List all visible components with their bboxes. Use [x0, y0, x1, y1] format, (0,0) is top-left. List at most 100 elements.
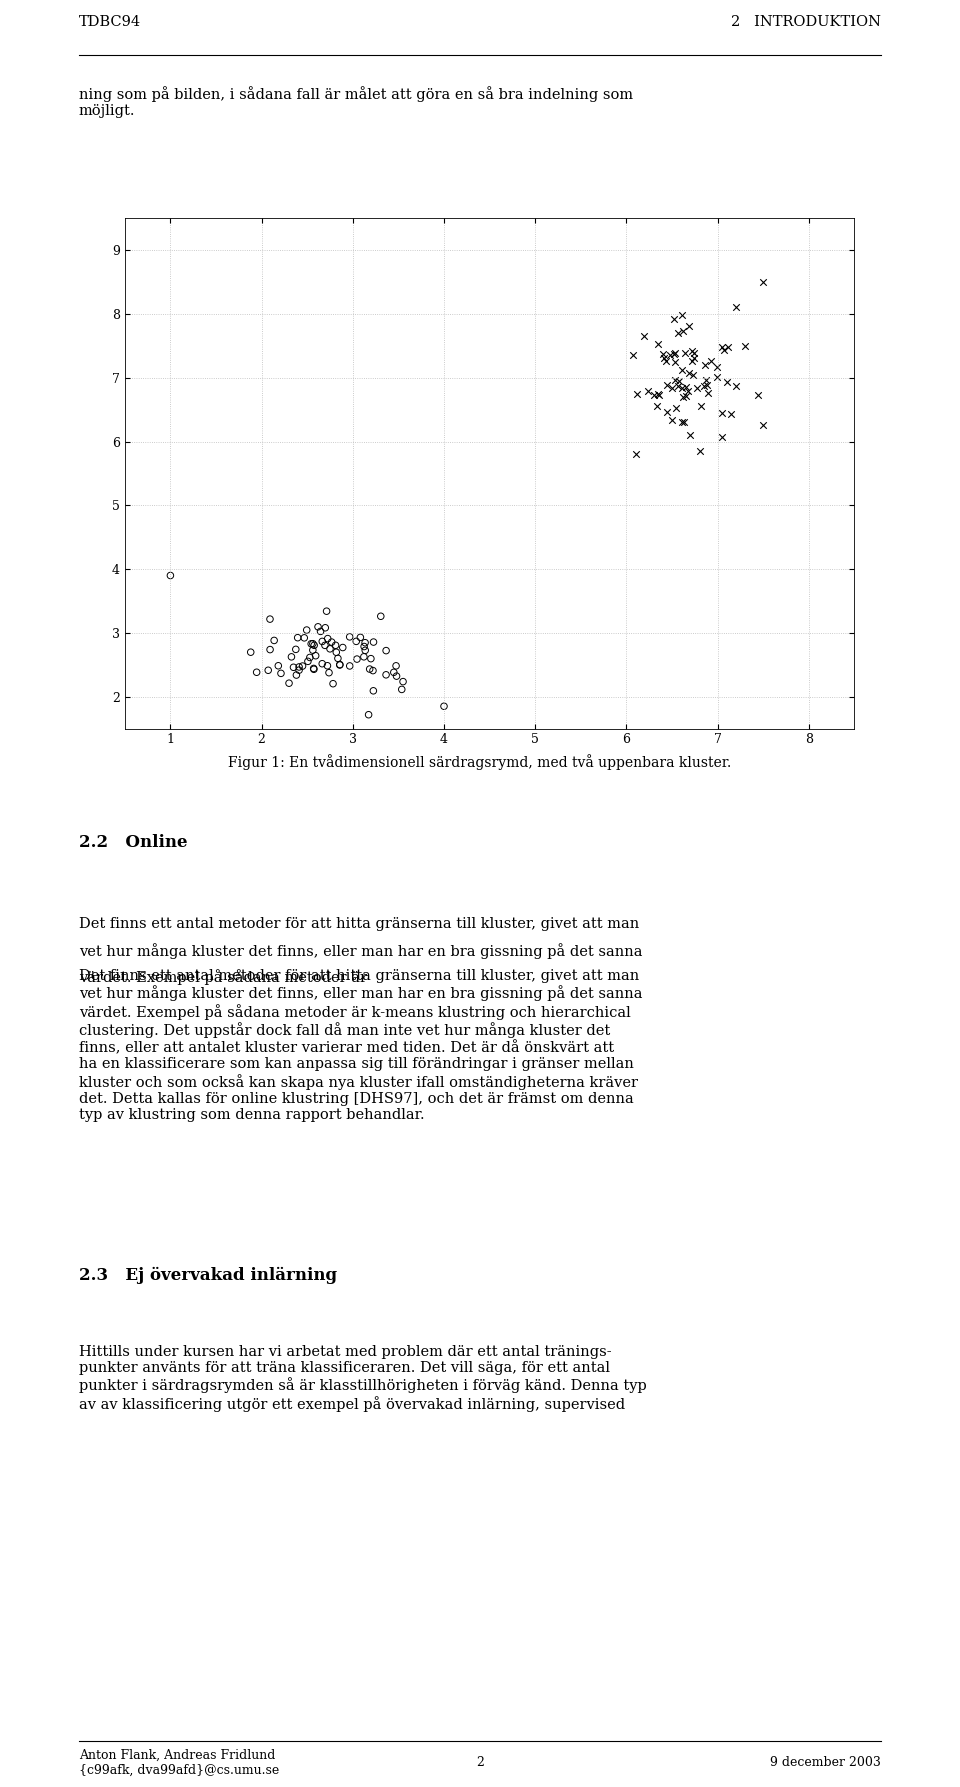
Point	[650, 331, 665, 359]
Point	[625, 340, 640, 368]
Point	[325, 670, 341, 699]
Point	[366, 627, 381, 656]
Point	[292, 652, 307, 681]
Point	[324, 627, 340, 656]
Point	[389, 652, 404, 681]
Point	[363, 645, 378, 674]
Point	[756, 411, 771, 440]
Point	[675, 300, 690, 329]
Point	[243, 638, 258, 667]
Point	[678, 372, 693, 400]
Point	[656, 340, 671, 368]
Point	[342, 652, 357, 681]
Point	[162, 561, 179, 590]
Point	[389, 661, 404, 690]
Point	[306, 654, 322, 683]
Point	[636, 322, 652, 350]
Point	[728, 293, 743, 322]
Point	[286, 652, 301, 681]
Point	[652, 381, 667, 409]
Point	[640, 377, 656, 406]
Point	[310, 613, 325, 642]
Point	[660, 370, 675, 399]
Point	[709, 352, 725, 381]
Point	[348, 627, 364, 656]
Point	[719, 368, 734, 397]
Point	[704, 347, 719, 375]
Point	[668, 393, 684, 422]
Point	[281, 668, 297, 697]
Point	[356, 643, 372, 672]
Point	[332, 650, 348, 679]
Point	[685, 361, 701, 390]
Point	[313, 617, 328, 645]
Point	[679, 382, 694, 411]
Point	[357, 629, 372, 658]
Point	[680, 377, 695, 406]
Point	[305, 636, 321, 665]
Point	[692, 438, 708, 466]
Text: värdet. Exempel på sådana metoder är: värdet. Exempel på sådana metoder är	[79, 969, 372, 985]
Point	[675, 407, 690, 436]
Point	[328, 638, 344, 667]
Point	[686, 343, 702, 372]
Point	[386, 658, 401, 686]
Point	[671, 366, 686, 395]
Text: vet hur många kluster det finns, eller man har en bra gissning på det sanna: vet hur många kluster det finns, eller m…	[79, 944, 642, 958]
Point	[667, 366, 683, 395]
Point	[271, 652, 286, 681]
Point	[670, 320, 685, 348]
Text: Det finns ett antal metoder för att hitta gränserna till kluster, givet att man: Det finns ett antal metoder för att hitt…	[79, 917, 639, 931]
Point	[723, 400, 738, 429]
Point	[647, 381, 662, 409]
Point	[686, 338, 702, 366]
Point	[628, 440, 643, 468]
Point	[396, 667, 411, 695]
Point	[656, 345, 671, 373]
Point	[662, 341, 678, 370]
Point	[249, 658, 264, 686]
Point	[299, 617, 314, 645]
Point	[342, 622, 357, 650]
Point	[317, 631, 332, 659]
Point	[300, 647, 316, 675]
Point	[356, 633, 372, 661]
Point	[262, 636, 277, 665]
Point	[676, 316, 691, 345]
Text: 9 december 2003: 9 december 2003	[771, 1757, 881, 1769]
Point	[267, 625, 282, 654]
Point	[274, 659, 289, 688]
Point	[328, 631, 344, 659]
Text: TDBC94: TDBC94	[79, 14, 141, 29]
Point	[378, 636, 394, 665]
Point	[677, 407, 692, 436]
Point	[675, 382, 690, 411]
Point	[352, 624, 368, 652]
Text: 2.3   Ej övervakad inlärning: 2.3 Ej övervakad inlärning	[79, 1267, 337, 1285]
Point	[373, 602, 389, 631]
Point	[660, 399, 675, 427]
Point	[699, 370, 714, 399]
Point	[716, 336, 732, 365]
Point	[729, 372, 744, 400]
Point	[682, 311, 697, 340]
Point	[684, 347, 700, 375]
Point	[394, 675, 409, 704]
Point	[715, 332, 731, 361]
Point	[670, 372, 685, 400]
Point	[667, 348, 683, 377]
Point	[699, 366, 714, 395]
Point	[675, 356, 690, 384]
Point	[667, 340, 683, 368]
Point	[682, 359, 697, 388]
Point	[305, 629, 321, 658]
Point	[349, 645, 365, 674]
Point	[357, 636, 372, 665]
Point	[308, 642, 324, 670]
Point	[323, 634, 338, 663]
Point	[684, 338, 699, 366]
Point	[322, 658, 337, 686]
Text: Figur 1: En tvådimensionell särdragsrymd, med två uppenbara kluster.: Figur 1: En tvådimensionell särdragsrymd…	[228, 754, 732, 770]
Point	[302, 643, 318, 672]
Point	[315, 627, 330, 656]
